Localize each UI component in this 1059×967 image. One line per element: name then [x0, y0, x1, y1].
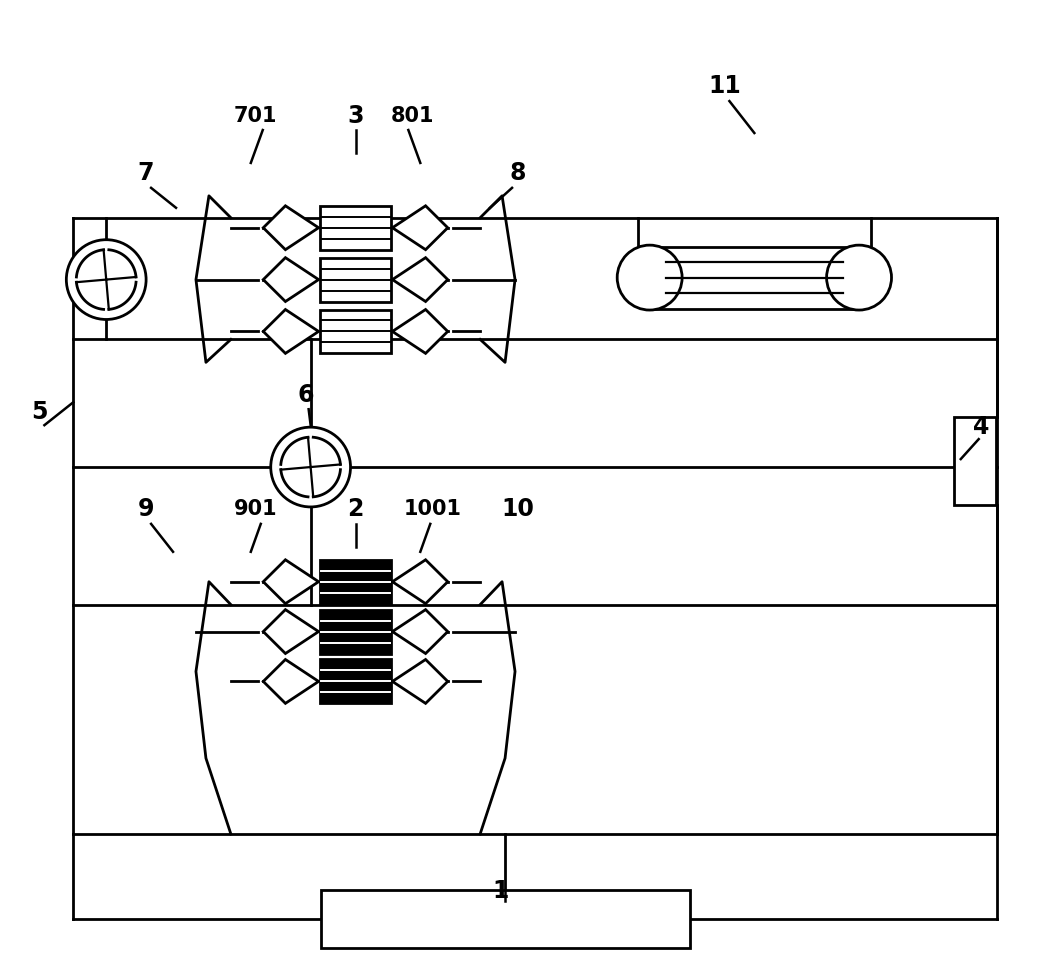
Polygon shape — [264, 609, 319, 654]
Polygon shape — [393, 560, 448, 603]
Bar — [321, 309, 391, 353]
Text: 701: 701 — [234, 106, 277, 126]
Polygon shape — [264, 257, 319, 302]
Polygon shape — [264, 560, 319, 603]
Text: 3: 3 — [347, 104, 363, 128]
Bar — [321, 257, 391, 302]
Text: 9: 9 — [138, 497, 155, 521]
Circle shape — [67, 240, 146, 319]
Polygon shape — [393, 609, 448, 654]
Text: 10: 10 — [502, 497, 535, 521]
Bar — [649, 247, 859, 308]
Text: 8: 8 — [509, 161, 526, 185]
Circle shape — [617, 246, 682, 310]
Polygon shape — [393, 309, 448, 353]
Polygon shape — [393, 257, 448, 302]
Bar — [321, 659, 391, 703]
Polygon shape — [393, 659, 448, 703]
Text: 5: 5 — [31, 400, 48, 425]
Text: 901: 901 — [234, 499, 277, 519]
Polygon shape — [264, 206, 319, 249]
Text: 11: 11 — [708, 74, 741, 98]
Bar — [321, 560, 391, 603]
Text: 2: 2 — [347, 497, 363, 521]
Bar — [321, 206, 391, 249]
Bar — [321, 609, 391, 654]
Polygon shape — [264, 659, 319, 703]
Bar — [321, 890, 689, 948]
Text: 6: 6 — [298, 383, 313, 407]
Circle shape — [271, 427, 351, 507]
Polygon shape — [264, 309, 319, 353]
Bar — [954, 417, 995, 505]
Text: 4: 4 — [972, 415, 989, 439]
Circle shape — [827, 246, 892, 310]
Text: 7: 7 — [138, 161, 155, 185]
Text: 1: 1 — [491, 879, 508, 903]
Polygon shape — [393, 206, 448, 249]
Text: 801: 801 — [391, 106, 434, 126]
Text: 1001: 1001 — [403, 499, 462, 519]
